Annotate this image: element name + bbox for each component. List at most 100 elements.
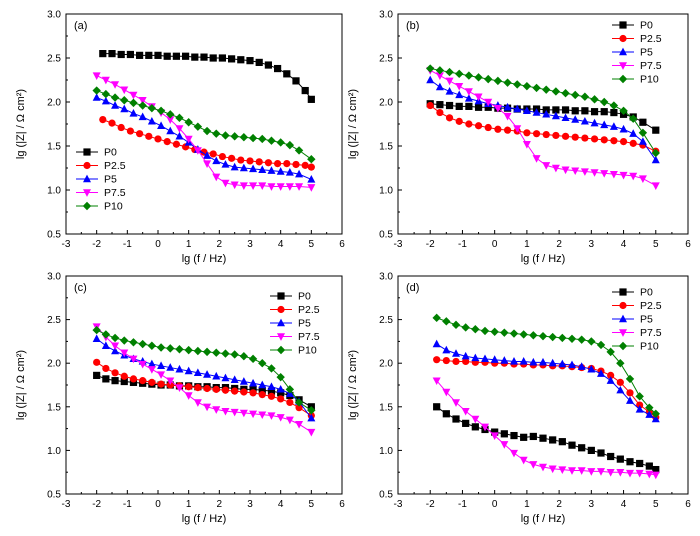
data-point (445, 67, 454, 77)
x-tick-label: -1 (123, 239, 132, 250)
data-point (461, 407, 470, 416)
data-point (571, 133, 579, 141)
data-point (522, 81, 532, 91)
x-tick-label: 5 (309, 499, 315, 510)
series-P10 (432, 313, 660, 418)
data-point (212, 385, 220, 393)
data-point (184, 135, 193, 144)
data-point (464, 71, 474, 80)
data-point (462, 419, 470, 427)
x-tick-label: -3 (62, 239, 71, 250)
data-point (426, 75, 435, 84)
data-point (111, 377, 119, 385)
data-point (645, 470, 654, 479)
data-point (258, 182, 267, 190)
y-tick-label: 3.0 (47, 10, 61, 21)
data-point (445, 87, 454, 95)
series-P5 (92, 93, 316, 183)
data-point (471, 324, 480, 334)
data-point (464, 88, 473, 96)
data-point (455, 117, 463, 125)
data-point (295, 183, 304, 191)
x-tick-label: 1 (524, 499, 530, 510)
data-point (529, 331, 538, 340)
data-point (629, 114, 638, 123)
data-point (111, 369, 119, 377)
legend-entry: P5 (640, 314, 653, 326)
data-point (230, 162, 239, 171)
legend-marker (618, 74, 628, 84)
series-P5 (426, 75, 660, 164)
data-point (184, 392, 193, 400)
data-point (136, 130, 144, 138)
data-point (294, 146, 304, 155)
data-point (474, 73, 483, 82)
data-point (147, 341, 157, 350)
data-point (285, 416, 294, 425)
data-point (587, 337, 596, 346)
legend-marker (82, 201, 92, 211)
data-point (616, 469, 625, 477)
legend-entry: P2.5 (104, 160, 126, 172)
data-point (542, 109, 551, 118)
data-point (426, 64, 435, 73)
x-axis-label: lg (f / Hz) (182, 513, 227, 525)
data-point (148, 378, 156, 386)
series-P10 (426, 64, 660, 158)
x-tick-label: -2 (92, 499, 101, 510)
data-point (274, 64, 282, 73)
data-point (193, 399, 202, 407)
data-point (258, 411, 267, 420)
data-point (147, 366, 156, 374)
data-point (166, 377, 175, 386)
data-point (445, 77, 454, 86)
data-point (558, 438, 566, 446)
data-point (166, 344, 175, 353)
legend-entry: P10 (640, 341, 659, 353)
data-point (249, 389, 257, 397)
data-point (587, 468, 596, 476)
x-tick-label: 0 (492, 239, 498, 250)
x-tick-label: -1 (458, 499, 467, 510)
data-point (629, 172, 638, 181)
data-point (120, 86, 129, 95)
x-tick-label: 5 (653, 499, 659, 510)
data-point (172, 140, 180, 148)
data-point (509, 329, 519, 338)
data-point (452, 415, 460, 423)
data-point (110, 93, 120, 102)
y-tick-label: 1.0 (379, 186, 393, 197)
data-point (462, 357, 470, 366)
y-tick-label: 1.5 (379, 402, 393, 413)
data-point (635, 469, 644, 478)
x-tick-label: 0 (155, 499, 161, 510)
legend-entry: P7.5 (104, 187, 126, 199)
data-point (92, 72, 101, 80)
legend-marker (619, 301, 627, 310)
data-point (503, 102, 512, 111)
data-point (145, 132, 153, 140)
data-point (578, 444, 586, 452)
data-point (246, 157, 254, 165)
data-point (523, 129, 531, 137)
data-point (221, 407, 230, 416)
data-point (203, 403, 212, 412)
data-point (552, 106, 560, 114)
data-point (587, 364, 596, 373)
data-point (108, 50, 116, 58)
series-line (436, 359, 657, 418)
data-point (203, 370, 212, 378)
data-point (629, 129, 638, 137)
y-tick-label: 2.5 (379, 315, 393, 326)
data-point (175, 125, 184, 133)
data-point (548, 465, 557, 474)
data-point (551, 164, 560, 173)
data-point (101, 330, 111, 339)
data-point (542, 130, 550, 139)
legend-marker (619, 329, 627, 337)
x-tick-label: 2 (217, 239, 223, 250)
data-point (587, 446, 595, 454)
data-point (551, 87, 561, 96)
x-tick-label: -1 (123, 499, 132, 510)
legend-entry: P10 (640, 74, 659, 86)
